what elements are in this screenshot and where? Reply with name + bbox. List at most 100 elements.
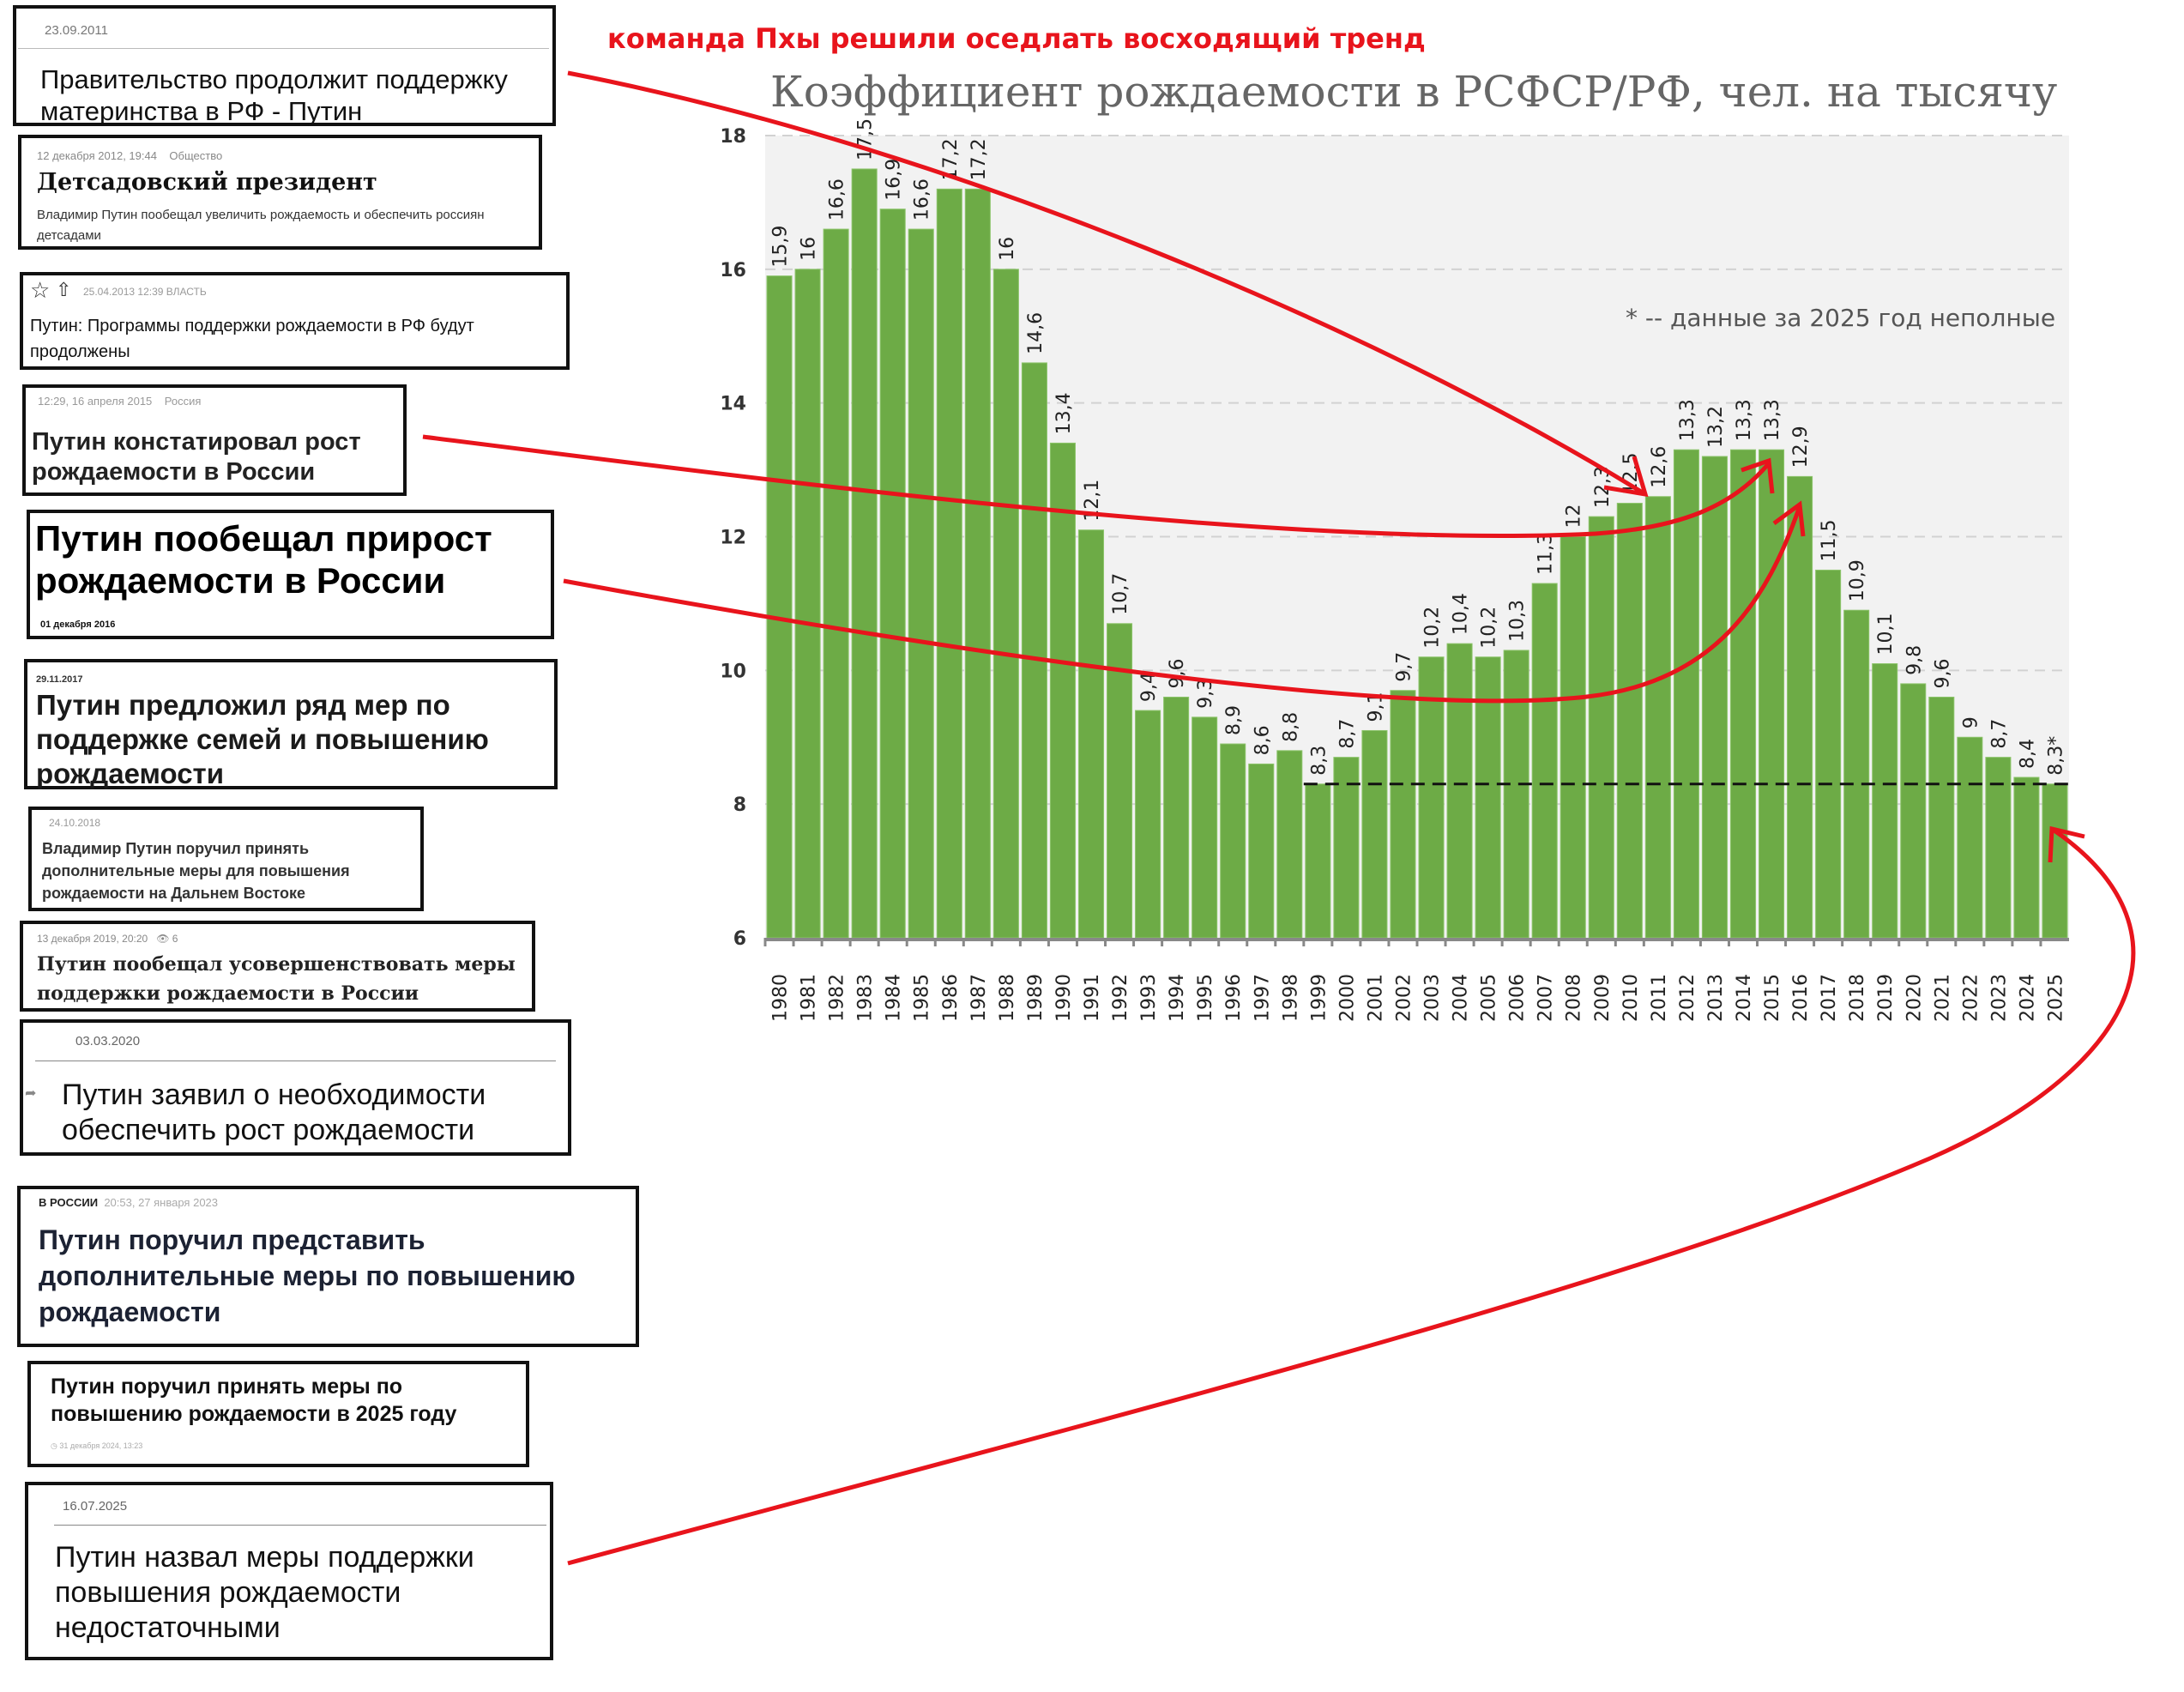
headline-card-2015[interactable]: 12:29, 16 апреля 2015 Россия Путин конст…: [22, 384, 407, 496]
headline-title[interactable]: Путин констатировал рост рождаемости в Р…: [32, 428, 361, 486]
headline-title[interactable]: Путин пообещал усовершенствовать меры по…: [37, 953, 516, 1005]
year-label-2004: 2004: [1451, 974, 1472, 1022]
year-label-2007: 2007: [1535, 974, 1557, 1022]
headline-card-2017[interactable]: 29.11.2017 Путин предложил ряд мер по по…: [24, 659, 558, 789]
y-tick-label: 12: [720, 528, 746, 549]
headline-card-2016[interactable]: Путин пообещал прирост рождаемости в Рос…: [27, 510, 554, 639]
value-label-2008: 12: [1564, 505, 1585, 529]
headline-title[interactable]: Владимир Путин поручил принять дополните…: [42, 840, 350, 902]
value-label-2004: 10,4: [1451, 593, 1472, 635]
bar-1997: [1248, 763, 1275, 939]
year-label-1985: 1985: [912, 974, 933, 1022]
headline-title[interactable]: Путин назвал меры поддержки повышения ро…: [55, 1541, 474, 1644]
year-label-1996: 1996: [1223, 974, 1245, 1022]
headline-meta: 12:29, 16 апреля 2015 Россия: [38, 395, 201, 408]
year-label-2018: 2018: [1847, 974, 1868, 1022]
headline-meta: 13 декабря 2019, 20:20 👁 6: [37, 933, 178, 945]
year-label-1981: 1981: [799, 974, 820, 1022]
headline-date: 01 декабря 2016: [40, 619, 116, 630]
value-label-2024: 8,4: [2017, 739, 2038, 769]
value-label-1994: 9,6: [1167, 659, 1188, 689]
bar-1996: [1220, 743, 1246, 939]
bar-2009: [1588, 516, 1614, 939]
bar-2021: [1928, 697, 1955, 939]
value-label-2012: 13,3: [1677, 399, 1698, 441]
value-label-1985: 16,6: [912, 178, 933, 221]
headline-date: 24.10.2018: [49, 817, 101, 829]
bar-1989: [1021, 362, 1047, 939]
bar-2018: [1843, 609, 1870, 939]
year-label-2025: 2025: [2045, 974, 2066, 1022]
value-label-1981: 16: [799, 237, 820, 261]
headline-card-2018[interactable]: 24.10.2018 Владимир Путин поручил принят…: [28, 807, 424, 911]
value-label-1983: 17,5: [855, 118, 877, 160]
headline-card-2024[interactable]: Путин поручил принять меры по повышению …: [27, 1361, 529, 1467]
bar-2017: [1815, 569, 1842, 939]
star-icon[interactable]: ☆: [30, 277, 51, 303]
headline-card-2025[interactable]: 16.07.2025 Путин назвал меры поддержки п…: [25, 1482, 553, 1660]
bar-2014: [1729, 449, 1757, 939]
value-label-1991: 12,1: [1082, 480, 1103, 522]
headline-date: 31 декабря 2024, 13:23: [59, 1441, 143, 1450]
year-label-2022: 2022: [1960, 974, 1982, 1022]
value-label-1997: 8,6: [1252, 725, 1273, 755]
share-icon[interactable]: ⇧: [56, 279, 72, 300]
value-label-2023: 8,7: [1988, 719, 2010, 749]
headline-date: 16.07.2025: [63, 1499, 128, 1514]
share-arrow-icon[interactable]: ➦: [25, 1086, 37, 1101]
value-label-1986: 17,2: [940, 138, 962, 180]
year-label-2020: 2020: [1903, 974, 1925, 1022]
value-label-2018: 10,9: [1847, 559, 1868, 601]
value-label-2000: 8,7: [1336, 719, 1358, 749]
eye-icon: 👁: [156, 933, 170, 945]
headline-card-2020[interactable]: 03.03.2020 ➦ Путин заявил о необходимост…: [20, 1019, 571, 1156]
year-label-1986: 1986: [940, 974, 962, 1022]
headline-date: 12 декабря 2012, 19:44: [37, 149, 157, 162]
headline-title[interactable]: Путин предложил ряд мер по поддержке сем…: [36, 689, 489, 789]
headline-card-2019[interactable]: 13 декабря 2019, 20:20 👁 6 Путин пообеща…: [20, 921, 535, 1012]
year-label-2023: 2023: [1988, 974, 2010, 1022]
y-tick-label: 18: [720, 126, 746, 148]
year-label-2024: 2024: [2017, 974, 2038, 1022]
headline-title[interactable]: Путин поручил представить дополнительные…: [39, 1224, 576, 1327]
bar-2004: [1446, 643, 1473, 939]
value-label-2005: 10,2: [1479, 607, 1500, 649]
year-label-2008: 2008: [1564, 974, 1585, 1022]
year-label-1999: 1999: [1308, 974, 1330, 1022]
headline-title[interactable]: Путин: Программы поддержки рождаемости в…: [30, 317, 474, 361]
bar-2025: [2042, 783, 2068, 939]
headline-title[interactable]: Правительство продолжит поддержку матери…: [40, 64, 508, 126]
headline-meta: В РОССИИ 20:53, 27 января 2023: [39, 1196, 218, 1209]
year-label-1997: 1997: [1252, 974, 1273, 1022]
chart-title: Коэффициент рождаемости в РСФСР/РФ, чел.…: [770, 67, 2058, 117]
headline-title[interactable]: Путин заявил о необходимости обеспечить …: [62, 1079, 486, 1146]
headline-meta: ◷ 31 декабря 2024, 13:23: [51, 1441, 142, 1451]
bar-1983: [851, 168, 878, 939]
year-label-1991: 1991: [1082, 974, 1103, 1022]
year-label-2017: 2017: [1819, 974, 1840, 1022]
year-label-2010: 2010: [1620, 974, 1642, 1022]
value-label-1984: 16,9: [884, 159, 905, 201]
value-label-1996: 8,9: [1223, 705, 1245, 735]
headline-title[interactable]: Путин поручил принять меры по повышению …: [51, 1375, 457, 1426]
value-label-2022: 9: [1960, 716, 1982, 728]
headline-card-2012[interactable]: 12 декабря 2012, 19:44 Общество Детсадов…: [18, 135, 542, 250]
bar-2024: [2013, 777, 2040, 939]
headline-title[interactable]: Путин пообещал прирост рождаемости в Рос…: [35, 518, 492, 601]
value-label-2001: 9,1: [1365, 692, 1386, 722]
headline-date: 25.04.2013 12:39: [83, 286, 164, 298]
bar-1991: [1077, 529, 1105, 939]
headline-card-2011[interactable]: 23.09.2011 Правительство продолжит подде…: [13, 5, 556, 126]
bar-1984: [879, 208, 906, 939]
headline-category: ВЛАСТЬ: [166, 286, 207, 298]
value-label-1990: 13,4: [1053, 392, 1075, 434]
headline-card-2023[interactable]: В РОССИИ 20:53, 27 января 2023 Путин пор…: [17, 1186, 639, 1347]
value-label-1995: 9,3: [1195, 679, 1216, 709]
value-label-2013: 13,2: [1705, 406, 1727, 448]
headline-title[interactable]: Детсадовский президент: [37, 169, 377, 196]
headline-date: 29.11.2017: [36, 674, 83, 685]
year-label-1992: 1992: [1110, 974, 1131, 1022]
view-count: 6: [172, 933, 178, 945]
bar-2005: [1475, 656, 1501, 939]
headline-card-2013[interactable]: ☆ ⇧ 25.04.2013 12:39 ВЛАСТЬ Путин: Прогр…: [20, 272, 570, 370]
